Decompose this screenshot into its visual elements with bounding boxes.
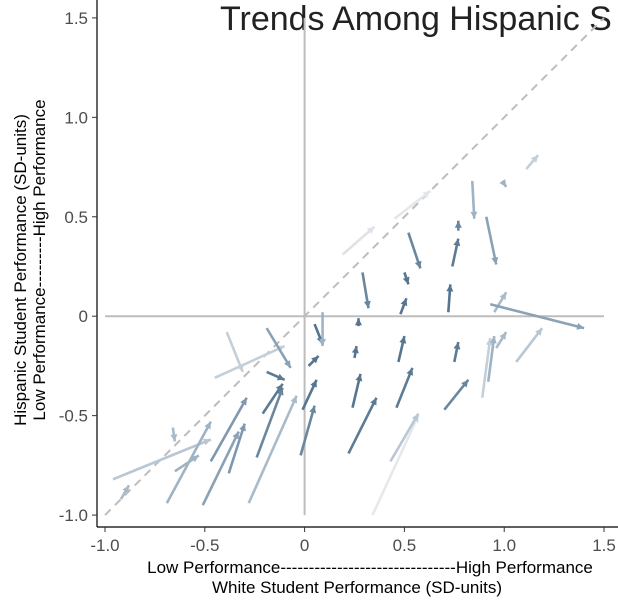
arrow-head — [351, 346, 359, 354]
y-tick-label: 1.0 — [64, 108, 88, 127]
arrow-shaft — [265, 327, 292, 369]
arrow-shaft — [486, 335, 496, 382]
arrow-head — [489, 336, 497, 344]
arrow-head — [355, 373, 363, 382]
y-axis-label: Hispanic Student Performance (SD-units) — [11, 114, 30, 426]
arrow-head — [499, 292, 507, 301]
arrow-head — [576, 323, 585, 330]
arrow-shaft — [299, 405, 316, 456]
arrow-head — [319, 339, 327, 347]
x-tick-label: 1.5 — [592, 536, 616, 555]
y-tick-label: 0.5 — [64, 208, 88, 227]
arrow-head — [370, 397, 377, 406]
arrow-shaft — [489, 303, 585, 330]
arrow-head — [363, 300, 371, 309]
arrow-head — [485, 338, 493, 346]
arrow-head — [240, 397, 247, 406]
arrow-head — [400, 298, 408, 307]
arrow-head — [530, 155, 539, 163]
arrow-head — [170, 434, 178, 442]
arrow-head — [499, 179, 507, 187]
arrow-head — [275, 383, 283, 392]
arrow-shaft — [341, 225, 376, 256]
arrow-shaft — [247, 395, 298, 504]
arrow-head — [453, 238, 461, 247]
x-tick-label: -1.0 — [90, 536, 119, 555]
arrow-head — [454, 220, 462, 228]
arrow-shaft — [209, 397, 248, 463]
arrow-head — [422, 190, 431, 198]
arrow-shaft — [371, 415, 420, 516]
arrow-shaft — [515, 327, 544, 363]
arrow-head — [453, 342, 461, 350]
y-tick-label: -1.0 — [59, 506, 88, 525]
y-tick-label: 0 — [79, 307, 88, 326]
arrow-head — [491, 256, 499, 265]
arrow-head — [446, 284, 454, 292]
x-tick-label: -0.5 — [190, 536, 219, 555]
arrow-shaft — [484, 216, 498, 265]
y-axis-label: Low Performance---------High Performance — [30, 99, 49, 420]
x-axis-label: Low Performance-------------------------… — [147, 558, 593, 577]
arrow-head — [366, 226, 375, 234]
x-axis-label: White Student Performance (SD-units) — [212, 578, 502, 597]
arrow-head — [239, 423, 246, 432]
arrow-head — [204, 421, 211, 430]
reference-diagonal — [104, 17, 605, 516]
x-tick-label: 0.5 — [393, 536, 417, 555]
arrow-head — [310, 379, 317, 388]
arrow-shaft — [201, 430, 240, 506]
arrow-head — [402, 276, 410, 285]
arrow-head — [290, 395, 297, 404]
arrow-shaft — [389, 412, 420, 463]
arrow-head — [414, 260, 422, 269]
arrow-head — [309, 405, 317, 414]
arrow-head — [202, 438, 211, 446]
arrow-head — [232, 431, 239, 440]
arrow-head — [122, 485, 129, 494]
arrow-head — [399, 336, 407, 344]
arrow-head — [276, 373, 285, 381]
arrow-shaft — [480, 337, 492, 398]
arrow-head — [499, 332, 507, 340]
arrow-head — [311, 355, 319, 364]
y-tick-label: 1.5 — [64, 9, 88, 28]
y-tick-label: -0.5 — [59, 407, 88, 426]
arrow-head — [284, 360, 291, 368]
arrow-shaft — [393, 189, 432, 220]
arrow-head — [406, 367, 414, 376]
arrow-head — [470, 211, 478, 219]
arrow-shaft — [214, 344, 286, 380]
arrow-head — [461, 379, 469, 388]
x-tick-label: 0 — [300, 536, 309, 555]
arrow-shaft — [227, 423, 246, 474]
arrow-head — [354, 318, 362, 326]
arrow-head — [411, 413, 419, 422]
arrow-shaft — [347, 397, 378, 455]
arrow-shaft — [395, 367, 414, 409]
arrow-shaft — [112, 438, 212, 481]
chart-title: Trends Among Hispanic S — [220, 0, 612, 38]
x-tick-label: 1.0 — [492, 536, 516, 555]
arrow-head — [535, 328, 543, 336]
arrow-shaft — [255, 387, 284, 458]
arrow-head — [191, 455, 199, 463]
